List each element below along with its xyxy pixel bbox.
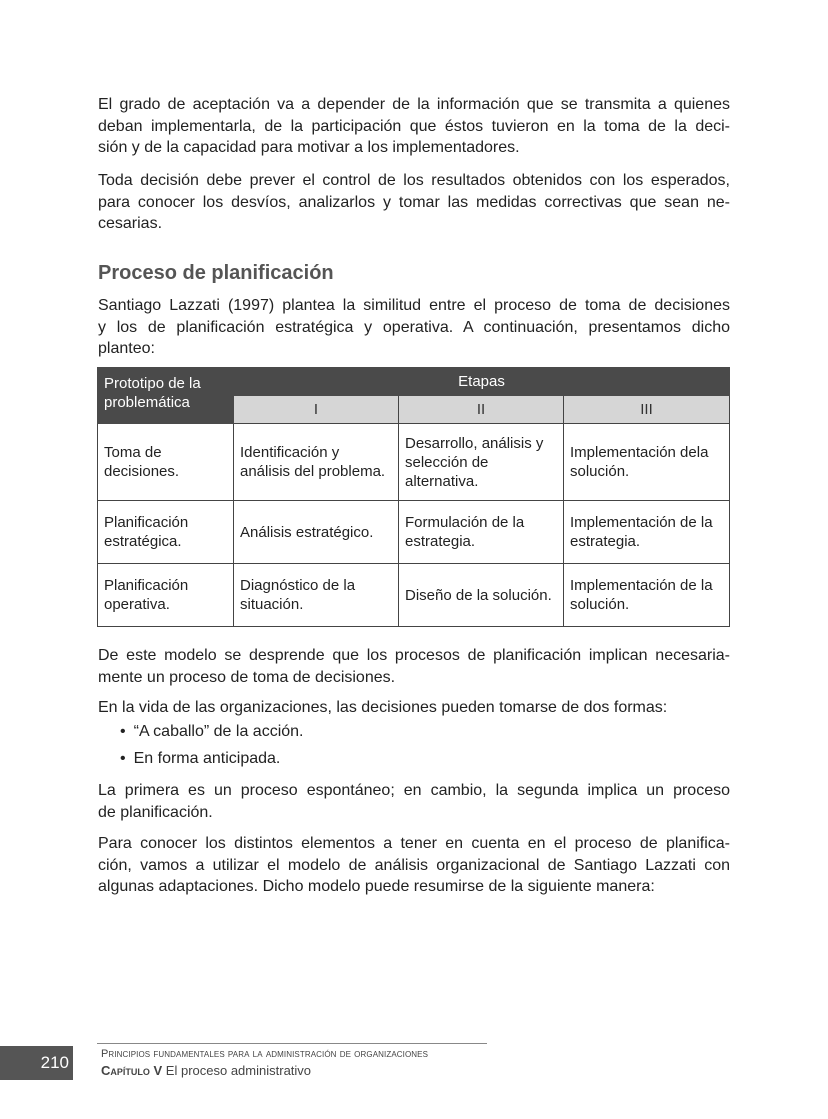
chapter-line: Capítulo V El proceso administrativo: [101, 1063, 311, 1078]
text-line: Para conocer los distintos elementos a t…: [98, 835, 730, 852]
text-line: La primera es un proceso espontáneo; en …: [98, 782, 730, 799]
chapter-label: Capítulo V: [101, 1063, 163, 1078]
text-line: ción, vamos a utilizar el modelo de anál…: [98, 856, 730, 874]
table-cell: Implementación de la solución.: [563, 563, 730, 627]
table-row: Toma de decisiones. Identificación y aná…: [97, 423, 730, 501]
table-row: Planificación operativa. Diagnóstico de …: [97, 563, 730, 627]
paragraph: En la vida de las organizaciones, las de…: [98, 697, 730, 719]
text-line: deban implementarla, de la participación…: [98, 117, 730, 135]
book-title: Principios fundamentales para la adminis…: [101, 1048, 429, 1060]
bullet-text: “A caballo” de la acción.: [133, 723, 304, 740]
table-cell: Desarrollo, análisis y selección de alte…: [398, 423, 564, 501]
text-line: De este modelo se desprende que los proc…: [98, 647, 730, 664]
text-line: En la vida de las organizaciones, las de…: [98, 699, 668, 716]
text-line: sión y de la capacidad para motivar a lo…: [98, 139, 520, 156]
corner-header: Prototipo de la problemática: [97, 367, 234, 424]
table-cell: Formulación de la estrategia.: [398, 500, 564, 564]
row-label: Planificación operativa.: [97, 563, 234, 627]
row-label: Toma de decisiones.: [97, 423, 234, 501]
stage-header: I: [233, 395, 399, 424]
text-line: de planificación.: [98, 803, 213, 821]
table-cell: Implementación dela solución.: [563, 423, 730, 501]
paragraph: El grado de aceptación va a depender de …: [98, 94, 730, 159]
bullet-text: En forma anticipada.: [133, 750, 281, 767]
section-heading: Proceso de planificación: [98, 262, 334, 284]
text-line: cesarias.: [98, 215, 163, 232]
page-number: 210: [0, 1046, 73, 1080]
comparison-table: Prototipo de la problemática Etapas I II…: [97, 367, 730, 627]
text-line: Toda decisión debe prever el control de …: [98, 172, 730, 189]
text-line: El grado de aceptación va a depender de …: [98, 96, 730, 113]
text-line: mente un proceso de toma de decisiones.: [98, 668, 396, 686]
table-cell: Identificación y análisis del problema.: [233, 423, 399, 501]
text-line: Santiago Lazzati (1997) plantea la simil…: [98, 297, 730, 314]
paragraph: Toda decisión debe prever el control de …: [98, 170, 730, 235]
table-cell: Implementación de la estrategia.: [563, 500, 730, 564]
bullet-item: • En forma anticipada.: [120, 750, 281, 767]
table-row: Planificación estratégica. Análisis estr…: [97, 500, 730, 564]
table-cell: Diagnóstico de la situación.: [233, 563, 399, 627]
stages-header: Etapas: [233, 367, 730, 396]
row-label: Planificación estratégica.: [97, 500, 234, 564]
bullet-item: • “A caballo” de la acción.: [120, 723, 304, 740]
text-line: algunas adaptaciones. Dicho modelo puede…: [98, 878, 655, 895]
footer-rule: [97, 1043, 487, 1044]
paragraph: La primera es un proceso espontáneo; en …: [98, 780, 730, 823]
chapter-title: El proceso administrativo: [165, 1063, 312, 1078]
stage-header: II: [398, 395, 564, 424]
text-line: planteo:: [98, 340, 155, 357]
paragraph: Para conocer los distintos elementos a t…: [98, 833, 730, 898]
paragraph: De este modelo se desprende que los proc…: [98, 645, 730, 688]
text-line: y los de planificación estratégica y ope…: [98, 318, 730, 336]
intro-paragraph: Santiago Lazzati (1997) plantea la simil…: [98, 295, 730, 360]
table-cell: Diseño de la solución.: [398, 563, 564, 627]
stage-header: III: [563, 395, 730, 424]
text-line: para conocer los desvíos, analizarlos y …: [98, 193, 730, 211]
table-cell: Análisis estratégico.: [233, 500, 399, 564]
